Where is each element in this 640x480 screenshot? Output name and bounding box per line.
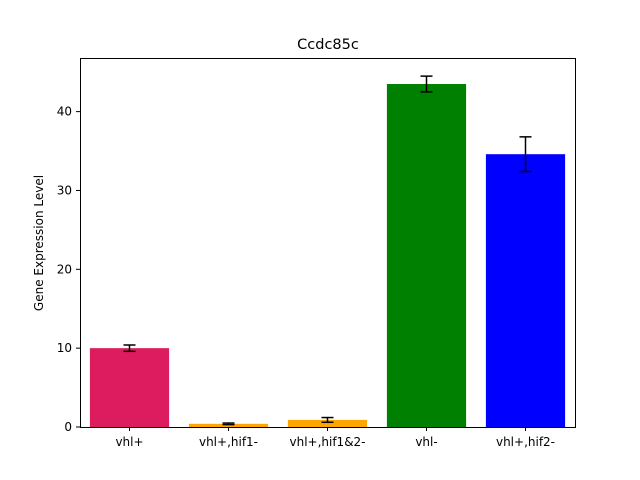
plot-frame [80,58,576,428]
bar-0 [89,348,170,427]
x-tick-label-2: vhl+,hif1&2- [289,435,365,449]
y-tick-label-0: 0 [64,420,72,434]
y-tick-label-2: 20 [57,262,72,276]
y-axis-label: Gene Expression Level [32,175,46,311]
bar-2 [287,419,368,427]
error-bars-group [123,75,532,426]
y-tick-label-3: 30 [57,183,72,197]
bar-4 [485,154,566,427]
y-tick-label-4: 40 [57,105,72,119]
chart-title: Ccdc85c [297,37,359,53]
bar-3 [386,84,467,428]
x-axis: vhl+ vhl+,hif1- vhl+,hif1&2- vhl-vhl+,hif2- [115,427,555,449]
y-axis: 0 10 20 30 40 [57,105,80,434]
bar-1 [188,423,269,427]
x-tick-label-0: vhl+ [115,435,143,449]
x-tick-label-4: vhl+,hif2- [496,435,555,449]
bars-group [89,84,566,428]
x-tick-label-3: vhl- [415,435,437,449]
x-tick-label-1: vhl+,hif1- [199,435,258,449]
y-tick-label-1: 10 [57,341,72,355]
